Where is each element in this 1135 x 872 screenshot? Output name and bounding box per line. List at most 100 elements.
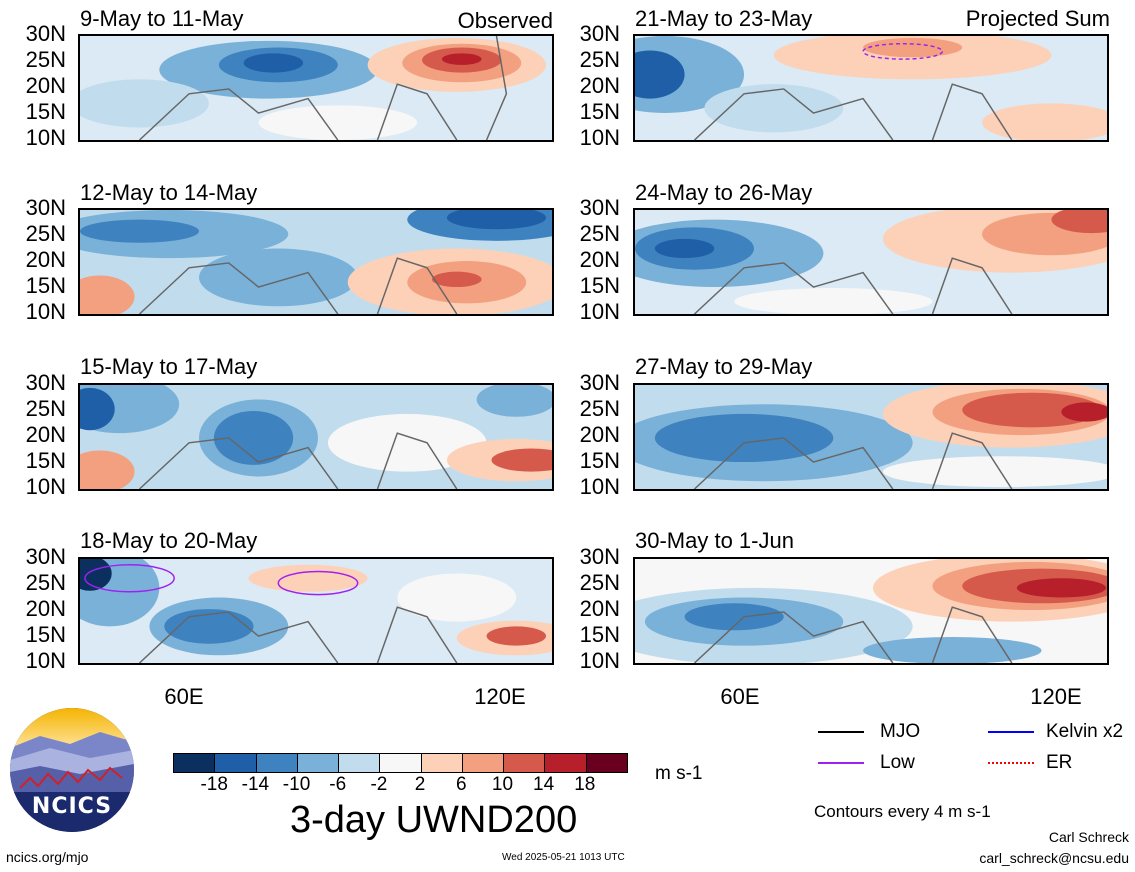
legend-label: MJO: [880, 721, 921, 742]
map-panel: [633, 383, 1109, 491]
y-tick-label: 30N: [579, 195, 620, 220]
colorbar-swatch: [462, 754, 505, 772]
y-tick-label: 15N: [579, 448, 620, 473]
y-tick-label: 30N: [579, 21, 620, 46]
y-tick-label: 10N: [25, 648, 66, 673]
map-panel: [78, 383, 554, 491]
map-panel: [78, 208, 554, 316]
map-panel: [78, 34, 554, 142]
author-name: Carl Schreck: [1048, 829, 1129, 845]
y-tick-label: 25N: [25, 570, 66, 595]
panel-title: 30-May to 1-Jun: [635, 528, 794, 553]
y-tick-label: 15N: [579, 99, 620, 124]
legend-line-er: [988, 762, 1034, 764]
legend-label: Kelvin x2: [1046, 721, 1124, 742]
y-tick-label: 25N: [25, 47, 66, 72]
y-tick-label: 20N: [25, 422, 66, 447]
panel-title: 12-May to 14-May: [80, 180, 258, 205]
colorbar-label: -14: [241, 774, 270, 795]
colorbar-label: 2: [414, 774, 426, 795]
colorbar-swatch: [545, 754, 587, 772]
y-tick-label: 25N: [579, 570, 620, 595]
y-tick-label: 25N: [25, 221, 66, 246]
y-tick-label: 25N: [25, 396, 66, 421]
y-tick-label: 20N: [25, 596, 66, 621]
colorbar-swatch: [174, 754, 216, 772]
y-tick-label: 10N: [25, 474, 66, 499]
panel-title: 21-May to 23-May: [635, 6, 813, 31]
colorbar-swatch: [421, 754, 463, 772]
y-tick-label: 15N: [25, 622, 66, 647]
panel-title: 24-May to 26-May: [635, 180, 813, 205]
colorbar-swatch: [586, 754, 627, 772]
y-tick-label: 20N: [579, 596, 620, 621]
colorbar-label: 10: [491, 774, 514, 795]
x-tick-label: 60E: [720, 684, 760, 709]
colorbar-label: 6: [455, 774, 467, 795]
y-tick-label: 25N: [579, 221, 620, 246]
y-tick-label: 20N: [579, 422, 620, 447]
contours-note: Contours every 4 m s-1: [814, 802, 991, 821]
colorbar-swatch: [339, 754, 381, 772]
logo-text: NCICS: [31, 794, 113, 819]
colorbar-swatch: [215, 754, 257, 772]
main-title: 3-day UWND200: [290, 799, 578, 841]
colorbar-label: -6: [329, 774, 347, 795]
y-tick-label: 30N: [579, 370, 620, 395]
x-tick-label: 120E: [474, 684, 526, 709]
colorbar-swatch: [256, 754, 298, 772]
panel-title: 27-May to 29-May: [635, 354, 813, 379]
panel-title: 9-May to 11-May: [80, 6, 244, 31]
colorbar-label: 18: [574, 774, 596, 795]
y-tick-label: 20N: [25, 73, 66, 98]
colorbar-label: -10: [282, 774, 311, 795]
y-tick-label: 10N: [25, 125, 66, 150]
x-tick-label: 60E: [164, 684, 204, 709]
y-tick-label: 30N: [25, 195, 66, 220]
y-tick-label: 10N: [579, 474, 620, 499]
y-tick-label: 15N: [25, 99, 66, 124]
x-tick-label: 120E: [1030, 684, 1082, 709]
map-panel: [633, 557, 1109, 665]
legend-line-mjo: [818, 731, 864, 733]
panel-title: 15-May to 17-May: [80, 354, 258, 379]
y-tick-label: 15N: [579, 273, 620, 298]
y-tick-label: 20N: [579, 247, 620, 272]
y-tick-label: 30N: [579, 544, 620, 569]
panel-corner-label: Observed: [457, 8, 553, 33]
y-tick-label: 10N: [25, 299, 66, 324]
y-tick-label: 15N: [579, 622, 620, 647]
colorbar-units: m s-1: [655, 763, 703, 784]
y-tick-label: 15N: [25, 448, 66, 473]
author-email[interactable]: carl_schreck@ncsu.edu: [979, 850, 1129, 866]
y-tick-label: 10N: [579, 648, 620, 673]
y-tick-label: 25N: [579, 47, 620, 72]
legend-line-kelvin: [988, 731, 1034, 733]
legend-label: ER: [1046, 752, 1073, 773]
y-tick-label: 30N: [25, 370, 66, 395]
colorbar: [173, 753, 628, 773]
map-panel: [633, 34, 1109, 142]
timestamp: Wed 2025-05-21 1013 UTC: [502, 852, 625, 863]
y-tick-label: 20N: [25, 247, 66, 272]
website-link[interactable]: ncics.org/mjo: [6, 849, 89, 865]
panel-corner-label: Projected Sum: [965, 6, 1110, 31]
colorbar-label: 14: [533, 774, 555, 795]
y-tick-label: 20N: [579, 73, 620, 98]
y-tick-label: 25N: [579, 396, 620, 421]
y-tick-label: 30N: [25, 21, 66, 46]
colorbar-swatch: [380, 754, 422, 772]
y-tick-label: 15N: [25, 273, 66, 298]
colorbar-swatch: [297, 754, 340, 772]
map-panel: [78, 557, 554, 665]
y-tick-label: 30N: [25, 544, 66, 569]
y-tick-label: 10N: [579, 125, 620, 150]
map-panel: [633, 208, 1109, 316]
panel-title: 18-May to 20-May: [80, 528, 258, 553]
colorbar-label: -18: [200, 774, 228, 795]
colorbar-label: -2: [370, 774, 388, 795]
legend-line-low: [818, 762, 864, 764]
legend-label: Low: [880, 752, 915, 773]
colorbar-swatch: [504, 754, 546, 772]
y-tick-label: 10N: [579, 299, 620, 324]
